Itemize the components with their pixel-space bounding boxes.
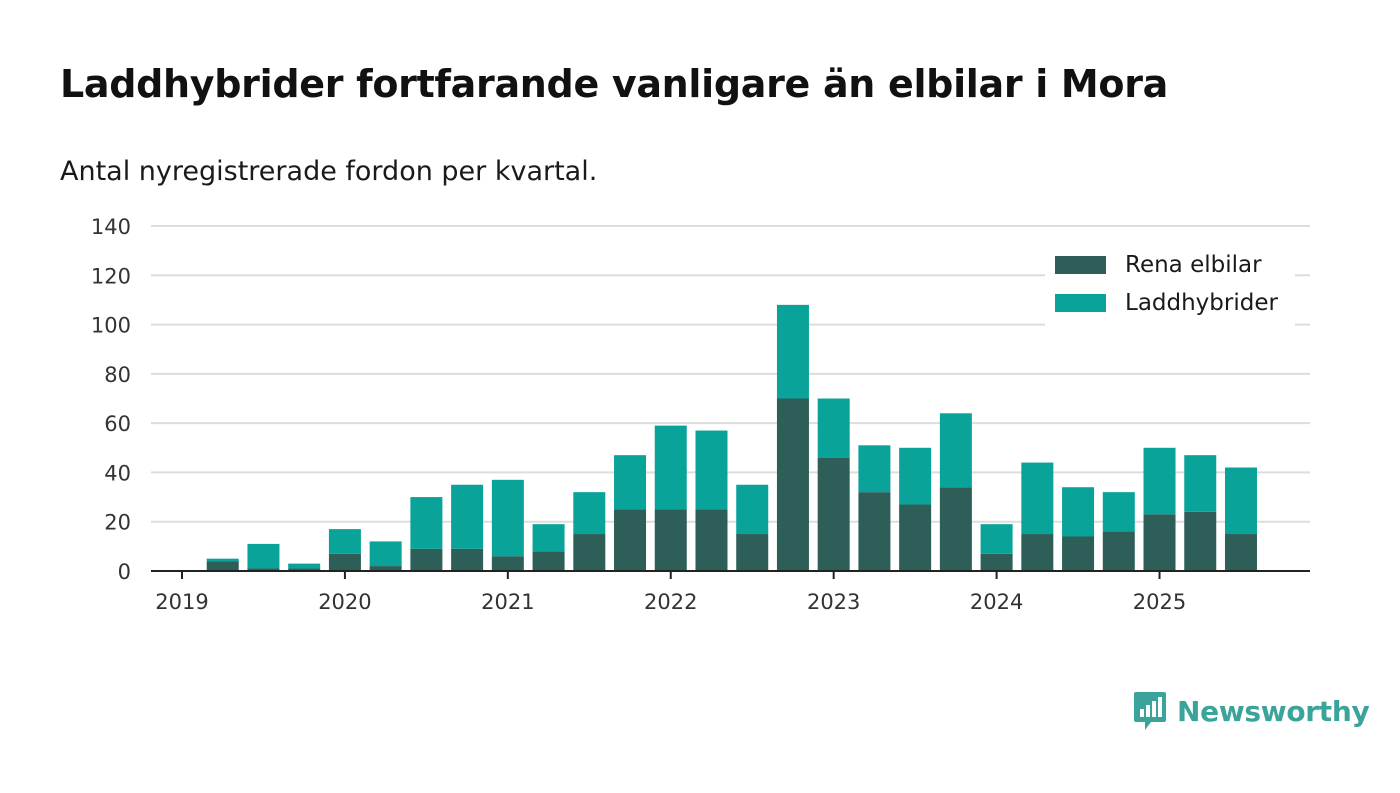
y-tick-label: 100: [91, 314, 131, 338]
bar-rena-elbilar: [614, 509, 647, 571]
bar-laddhybrider: [369, 541, 402, 567]
bar-rena-elbilar: [654, 509, 687, 571]
bar-laddhybrider: [206, 558, 239, 562]
bar-rena-elbilar: [328, 553, 361, 571]
y-axis: 0 20 40 60 80 100 120 140: [91, 215, 131, 584]
y-tick-label: 80: [104, 363, 131, 387]
x-tick-label: 2024: [970, 590, 1023, 614]
bar-rena-elbilar: [288, 568, 321, 571]
bar-rena-elbilar: [736, 534, 769, 571]
bar-laddhybrider: [1021, 462, 1054, 535]
brand-name: Newsworthy: [1177, 694, 1370, 728]
bar-laddhybrider: [654, 425, 687, 510]
bar-laddhybrider: [328, 529, 361, 554]
bar-laddhybrider: [1062, 487, 1095, 537]
bar-laddhybrider: [776, 304, 809, 399]
x-tick-label: 2023: [807, 590, 860, 614]
bar-rena-elbilar: [817, 457, 850, 571]
legend-label: Laddhybrider: [1125, 290, 1278, 316]
chart-subtitle: Antal nyregistrerade fordon per kvartal.: [60, 156, 598, 187]
y-tick-label: 20: [104, 511, 131, 535]
bar-rena-elbilar: [1224, 534, 1257, 571]
bar-laddhybrider: [410, 497, 443, 549]
legend-swatch: [1055, 294, 1106, 312]
bar-laddhybrider: [491, 479, 524, 557]
bar-laddhybrider: [1143, 447, 1176, 515]
x-tick-label: 2025: [1133, 590, 1186, 614]
bar-rena-elbilar: [1021, 534, 1054, 571]
bar-laddhybrider: [939, 413, 972, 488]
y-tick-label: 140: [91, 215, 131, 239]
bar-rena-elbilar: [532, 551, 565, 571]
bar-rena-elbilar: [939, 487, 972, 571]
bar-laddhybrider: [1184, 455, 1217, 512]
bar-rena-elbilar: [247, 568, 280, 571]
bar-rena-elbilar: [573, 534, 606, 571]
y-tick-label: 0: [118, 560, 131, 584]
bar-rena-elbilar: [410, 548, 443, 571]
y-tick-label: 60: [104, 412, 131, 436]
bar-laddhybrider: [532, 524, 565, 552]
bar-laddhybrider: [614, 455, 647, 510]
y-tick-label: 120: [91, 264, 131, 288]
bar-rena-elbilar: [369, 566, 402, 571]
bar-laddhybrider: [451, 484, 484, 549]
bar-laddhybrider: [247, 543, 280, 569]
bar-rena-elbilar: [1102, 531, 1135, 571]
x-tick-label: 2019: [155, 590, 208, 614]
bar-rena-elbilar: [858, 492, 891, 571]
bar-rena-elbilar: [980, 553, 1013, 571]
bar-laddhybrider: [980, 524, 1013, 554]
x-tick-label: 2021: [481, 590, 534, 614]
bar-laddhybrider: [1102, 492, 1135, 532]
bar-rena-elbilar: [1062, 536, 1095, 571]
bar-laddhybrider: [288, 563, 321, 569]
bar-rena-elbilar: [491, 556, 524, 571]
legend: Rena elbilar Laddhybrider: [1045, 244, 1295, 326]
bar-laddhybrider: [1224, 467, 1257, 535]
bar-laddhybrider: [736, 484, 769, 535]
brand-logo: Newsworthy: [1133, 690, 1370, 732]
bar-rena-elbilar: [1143, 514, 1176, 571]
chart-title: Laddhybrider fortfarande vanligare än el…: [60, 62, 1168, 106]
y-tick-label: 40: [104, 461, 131, 485]
x-tick-label: 2020: [318, 590, 371, 614]
bar-laddhybrider: [899, 447, 932, 505]
bar-laddhybrider: [695, 430, 728, 510]
bar-laddhybrider: [858, 445, 891, 493]
bar-rena-elbilar: [776, 398, 809, 571]
bar-rena-elbilar: [206, 561, 239, 571]
bar-rena-elbilar: [899, 504, 932, 571]
newsworthy-logo-icon: [1134, 692, 1166, 730]
bar-laddhybrider: [573, 492, 606, 535]
x-tick-label: 2022: [644, 590, 697, 614]
bar-rena-elbilar: [1184, 511, 1217, 571]
legend-label: Rena elbilar: [1125, 252, 1262, 278]
bar-rena-elbilar: [451, 548, 484, 571]
legend-swatch: [1055, 256, 1106, 274]
bar-laddhybrider: [817, 398, 850, 458]
x-axis: 2019 2020 2021 2022 2023 2024 2025: [155, 571, 1186, 614]
bar-rena-elbilar: [695, 509, 728, 571]
bars: [206, 304, 1257, 571]
